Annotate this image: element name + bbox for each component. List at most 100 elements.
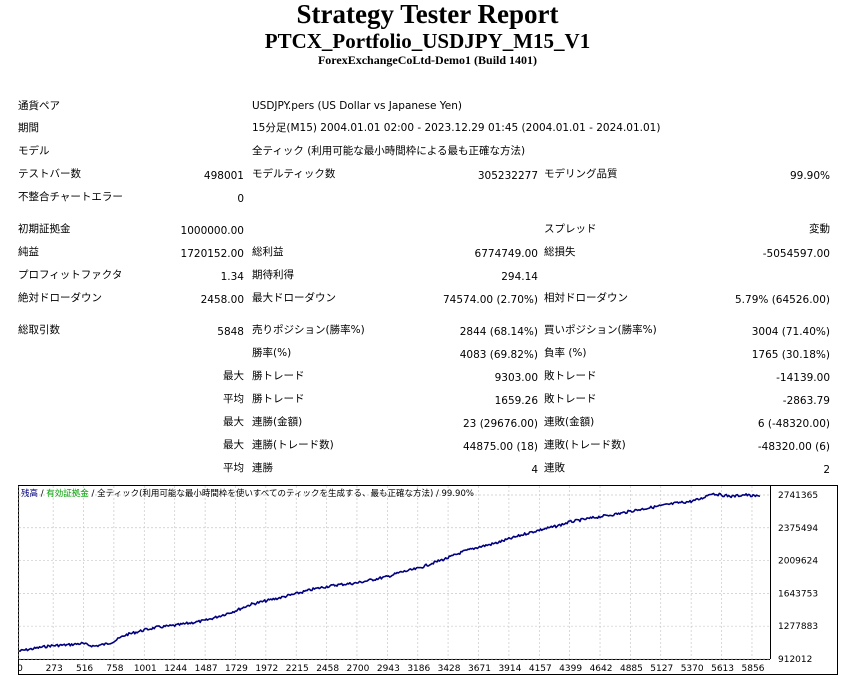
stat-value-9-1: 5848 (217, 326, 244, 338)
stat-label-13-3: 連敗(金額) (544, 416, 595, 428)
report-title: Strategy Tester Report (296, 0, 559, 29)
stat-label-7-2: 期待利得 (252, 269, 294, 281)
stat-label-3-2: モデルティック数 (252, 168, 336, 180)
stat-value-14-0: 最大 (223, 439, 244, 451)
stat-value-10-1: 4083 (69.82%) (459, 349, 538, 361)
legend-part-0: 残高 (21, 488, 38, 499)
stat-label-6-2: 総利益 (252, 246, 284, 258)
x-tick-label-9: 2215 (286, 664, 309, 674)
y-tick-label-5: 2741365 (778, 491, 818, 501)
stat-value-12-0: 平均 (223, 393, 244, 405)
x-tick-label-4: 1001 (134, 664, 157, 674)
stat-label-1-0: 期間 (18, 122, 39, 134)
chart-legend: 残高 / 有効証拠金 / 全ティック(利用可能な最小時間枠を使いすべてのティック… (21, 488, 474, 499)
stat-value-11-0: 最大 (223, 370, 244, 382)
x-tick-label-7: 1729 (225, 664, 248, 674)
stat-value-11-2: 9303.00 (494, 372, 538, 384)
stat-label-9-2: 売りポジション(勝率%) (252, 324, 365, 336)
x-tick-label-0: 0 (18, 664, 23, 674)
x-tick-label-16: 3914 (498, 664, 521, 674)
stat-value-15-4: 2 (823, 464, 830, 476)
x-tick-label-17: 4157 (529, 664, 552, 674)
stat-value-14-4: -48320.00 (6) (757, 441, 830, 453)
stat-value-3-5: 99.90% (789, 170, 830, 182)
stat-label-13-1: 連勝(金額) (252, 416, 303, 428)
stat-value-15-2: 4 (531, 464, 538, 476)
x-tick-label-10: 2458 (316, 664, 339, 674)
stat-label-14-3: 連敗(トレード数) (544, 439, 626, 451)
stat-label-2-1: 全ティック (利用可能な最小時間枠による最も正確な方法) (252, 145, 526, 157)
stat-value-5-1: 1000000.00 (180, 225, 244, 237)
stat-label-15-1: 連勝 (252, 462, 273, 474)
stat-label-8-2: 最大ドローダウン (252, 292, 336, 304)
stat-value-8-1: 2458.00 (200, 294, 244, 306)
x-tick-label-21: 5127 (650, 664, 673, 674)
stat-label-11-1: 勝トレード (252, 370, 305, 382)
x-tick-label-20: 4885 (620, 664, 643, 674)
stat-value-12-2: 1659.26 (494, 395, 538, 407)
stat-value-6-5: -5054597.00 (762, 248, 830, 260)
stat-label-3-4: モデリング品質 (544, 168, 618, 180)
stat-label-5-2: スプレッド (544, 223, 597, 235)
report-subtitle: PTCX_Portfolio_USDJPY_M15_V1 (264, 29, 591, 53)
x-tick-label-3: 758 (106, 664, 123, 674)
balance-chart: 0 273 516 758 1001 1244 1487 1729 1972 2215 2458 27… (18, 485, 838, 675)
stat-label-11-3: 敗トレード (544, 370, 597, 382)
x-tick-label-24: 5856 (742, 664, 765, 674)
stat-value-6-3: 6774749.00 (474, 248, 538, 260)
x-tick-label-11: 2700 (346, 664, 369, 674)
stat-value-9-3: 2844 (68.14%) (459, 326, 538, 338)
stat-value-8-3: 74574.00 (2.70%) (443, 294, 538, 306)
stat-label-7-0: プロフィットファクタ (18, 269, 123, 281)
stat-label-1-1: 15分足(M15) 2004.01.01 02:00 - 2023.12.29 … (252, 122, 661, 134)
stat-value-14-2: 44875.00 (18) (463, 441, 538, 453)
legend-part-1: / (38, 489, 46, 499)
x-tick-label-2: 516 (76, 664, 93, 674)
x-tick-label-13: 3186 (407, 664, 430, 674)
y-tick-label-4: 2375494 (778, 524, 818, 534)
stat-value-7-3: 294.14 (501, 271, 538, 283)
stat-label-12-3: 敗トレード (544, 393, 597, 405)
stat-value-10-3: 1765 (30.18%) (751, 349, 830, 361)
x-tick-label-18: 4399 (559, 664, 582, 674)
stat-label-0-0: 通貨ペア (18, 100, 60, 112)
stat-value-4-1: 0 (237, 193, 244, 205)
legend-part-3: / 全ティック(利用可能な最小時間枠を使いすべてのティックを生成する、最も正確な… (89, 488, 474, 499)
x-tick-label-5: 1244 (164, 664, 187, 674)
stat-value-7-1: 1.34 (220, 271, 244, 283)
y-tick-label-2: 1643753 (778, 589, 818, 599)
stat-label-12-1: 勝トレード (252, 393, 305, 405)
stat-label-5-0: 初期証拠金 (18, 223, 71, 235)
stat-value-13-2: 23 (29676.00) (463, 418, 538, 430)
stat-label-2-0: モデル (18, 145, 50, 157)
stat-label-6-4: 総損失 (544, 246, 576, 258)
stat-label-9-0: 総取引数 (18, 324, 60, 336)
legend-part-2: 有効証拠金 (46, 488, 89, 499)
balance-chart-svg: 0 273 516 758 1001 1244 1487 1729 1972 2215 2458 27… (18, 485, 838, 675)
stat-value-8-5: 5.79% (64526.00) (735, 294, 830, 306)
stat-value-3-1: 498001 (203, 170, 244, 182)
stat-value-5-3: 変動 (809, 223, 830, 235)
y-tick-label-3: 2009624 (778, 557, 818, 567)
x-tick-label-12: 2943 (377, 664, 400, 674)
stat-value-11-4: -14139.00 (776, 372, 830, 384)
stat-label-3-0: テストバー数 (18, 168, 81, 180)
server-build: ForexExchangeCoLtd-Demo1 (Build 1401) (317, 53, 538, 67)
y-tick-label-1: 1277883 (778, 622, 818, 632)
stat-value-3-3: 305232277 (477, 170, 538, 182)
stat-label-10-0: 勝率(%) (252, 347, 292, 359)
stat-label-9-4: 買いポジション(勝率%) (544, 324, 657, 336)
stat-label-10-2: 負率 (%) (544, 347, 587, 359)
stat-value-15-0: 平均 (223, 462, 244, 474)
stat-value-13-4: 6 (-48320.00) (757, 418, 830, 430)
x-tick-label-15: 3671 (468, 664, 491, 674)
x-tick-label-8: 1972 (255, 664, 278, 674)
stat-value-9-5: 3004 (71.40%) (751, 326, 830, 338)
x-tick-label-23: 5613 (711, 664, 734, 674)
x-tick-label-19: 4642 (590, 664, 613, 674)
x-tick-label-1: 273 (46, 664, 63, 674)
stat-label-8-4: 相対ドローダウン (544, 292, 628, 304)
stat-label-8-0: 絶対ドローダウン (18, 292, 102, 304)
x-tick-label-14: 3428 (438, 664, 461, 674)
y-tick-label-0: 912012 (778, 655, 812, 665)
